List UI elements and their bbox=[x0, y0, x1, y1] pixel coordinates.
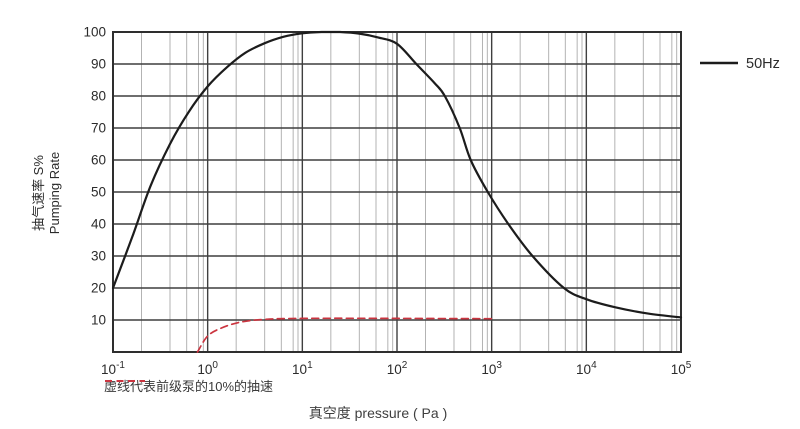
x-tick-label: 105 bbox=[671, 360, 692, 377]
y-tick-label: 100 bbox=[83, 25, 106, 40]
x-axis-title: 真空度 pressure ( Pa ) bbox=[308, 405, 448, 421]
series-curve-0 bbox=[111, 30, 683, 319]
y-tick-label: 60 bbox=[91, 153, 106, 168]
y-tick-label: 50 bbox=[91, 185, 106, 200]
y-axis-tick-labels: 10 20 30 40 50 60 70 80 90 100 bbox=[83, 25, 106, 328]
plot-border bbox=[112, 31, 682, 353]
dashed-line-annotation: 虚线代表前级泵的10%的抽速 bbox=[104, 377, 274, 394]
y-tick-label: 30 bbox=[91, 249, 106, 264]
y-tick-label: 10 bbox=[91, 313, 106, 328]
x-tick-label: 101 bbox=[292, 360, 313, 377]
y-axis-title-line-cn: 抽气速率 S% bbox=[31, 155, 46, 231]
x-tick-label: 102 bbox=[387, 360, 408, 377]
x-tick-label: 100 bbox=[197, 360, 218, 377]
series-curve-1 bbox=[196, 317, 493, 353]
y-tick-label: 90 bbox=[91, 57, 106, 72]
y-tick-label: 20 bbox=[91, 281, 106, 296]
red-dash-sample bbox=[105, 380, 145, 382]
y-tick-label: 80 bbox=[91, 89, 106, 104]
x-tick-label: 103 bbox=[481, 360, 502, 377]
x-tick-label: 10-1 bbox=[101, 360, 125, 377]
series-curves bbox=[111, 30, 683, 353]
y-axis-title-line-en: Pumping Rate bbox=[47, 151, 62, 235]
x-axis-tick-labels: 10-1 100 101 102 103 104 105 bbox=[101, 360, 692, 377]
legend-label: 50Hz bbox=[746, 56, 780, 72]
y-tick-label: 70 bbox=[91, 121, 106, 136]
legend: 50Hz bbox=[700, 56, 780, 72]
y-tick-label: 40 bbox=[91, 217, 106, 232]
annotation-text: 虚线代表前级泵的10%的抽速 bbox=[104, 378, 274, 394]
x-tick-label: 104 bbox=[576, 360, 597, 377]
y-axis-title: 抽气速率 S% Pumping Rate bbox=[31, 152, 63, 234]
